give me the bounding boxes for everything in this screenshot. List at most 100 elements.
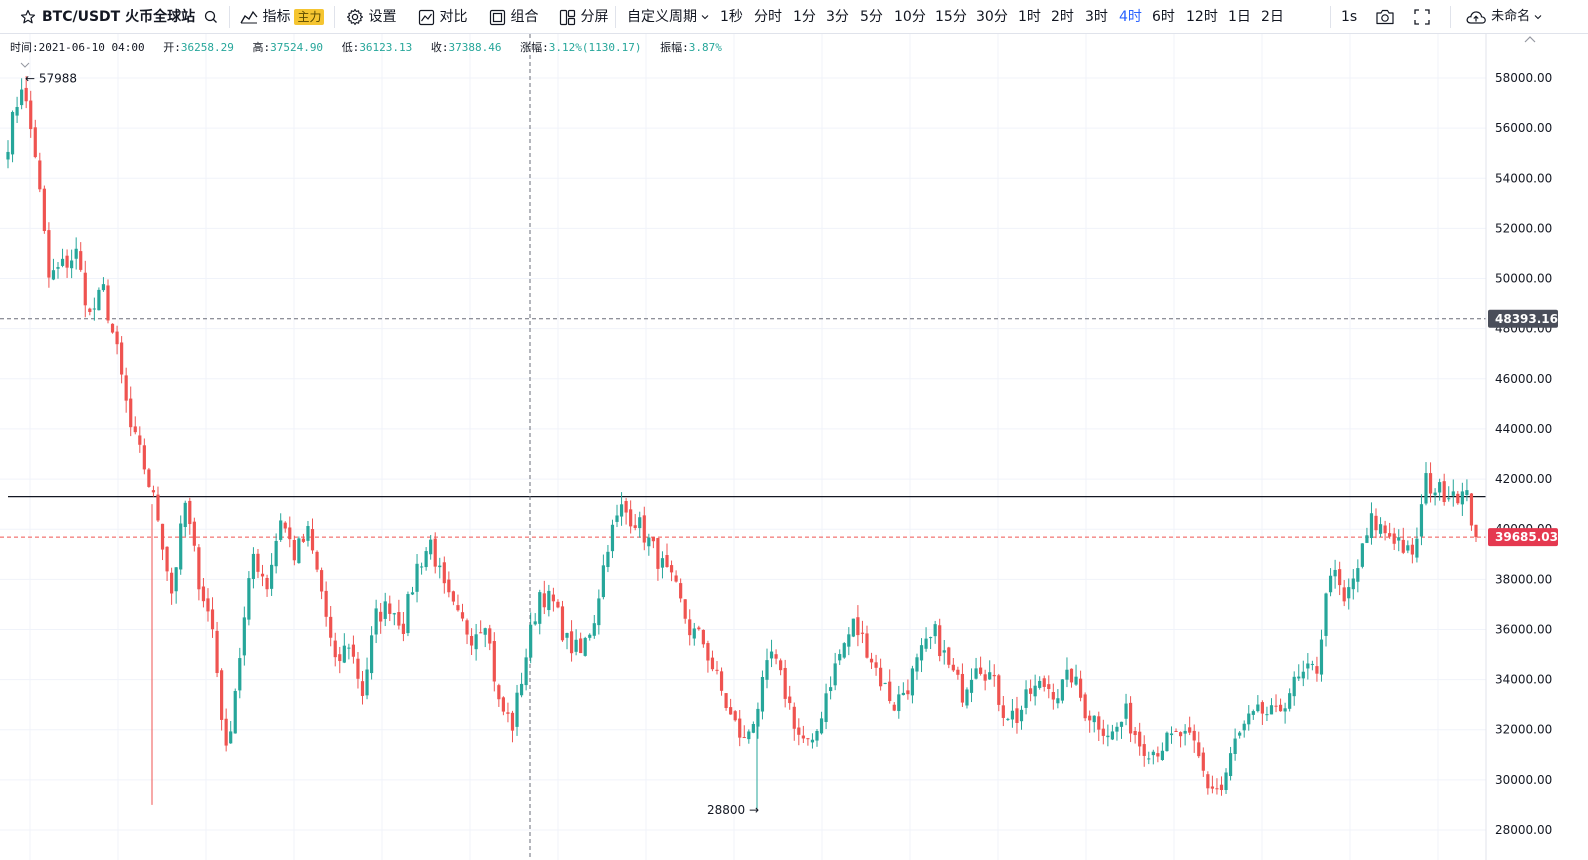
symbol-name[interactable]: BTC/USDT 火币全球站	[42, 9, 196, 25]
fullscreen-button[interactable]	[1413, 0, 1431, 34]
interval-button-5分[interactable]: 5分	[860, 9, 883, 25]
candle-body	[342, 645, 346, 663]
candle-body	[1174, 730, 1178, 732]
candle-body	[183, 502, 187, 528]
candle-body	[460, 612, 465, 619]
candle-body	[874, 662, 878, 668]
candle-body	[1278, 704, 1283, 712]
interval-button-1日[interactable]: 1日	[1228, 9, 1251, 25]
interval-button-4时[interactable]: 4时	[1119, 9, 1142, 25]
candle-body	[465, 620, 469, 635]
candle-body	[60, 258, 65, 266]
candle-body	[492, 641, 496, 682]
candle-body	[1469, 493, 1474, 526]
interval-button-3分[interactable]: 3分	[826, 9, 849, 25]
interval-button-1时[interactable]: 1时	[1018, 9, 1041, 25]
symbol-search-button[interactable]	[203, 0, 219, 34]
interval-button-1分[interactable]: 1分	[793, 9, 816, 25]
candle-body	[683, 599, 687, 619]
interval-button-3时[interactable]: 3时	[1085, 9, 1108, 25]
candle-body	[29, 100, 33, 130]
interval-button-分时[interactable]: 分时	[754, 9, 782, 25]
candle-body	[729, 707, 733, 715]
candle-body	[615, 515, 619, 522]
axis-collapse-button[interactable]	[1524, 36, 1536, 43]
candle-body	[956, 669, 960, 675]
candle-body	[56, 267, 60, 269]
save-layout-button[interactable]: 未命名	[1465, 0, 1542, 34]
candle-body	[333, 640, 337, 658]
favorite-star-button[interactable]	[20, 0, 36, 34]
interval-button-6时[interactable]: 6时	[1152, 9, 1175, 25]
candle-body	[1210, 786, 1214, 789]
indicators-label: 指标	[262, 9, 291, 25]
candle-body	[433, 538, 437, 567]
candle-body	[774, 654, 778, 659]
candle-body	[1378, 524, 1383, 534]
candle-body	[565, 632, 569, 638]
split-screen-button[interactable]: 分屏	[559, 0, 608, 34]
candle-body	[365, 669, 369, 696]
candle-body	[1447, 498, 1451, 500]
candle-body	[147, 469, 151, 487]
candle-body	[569, 631, 574, 654]
candle-body	[679, 583, 683, 599]
close-label: 收:	[430, 41, 449, 54]
interval-button-10分[interactable]: 10分	[894, 9, 926, 25]
candle-body	[542, 593, 546, 608]
indicators-button[interactable]: 指标 主力	[240, 0, 325, 34]
candle-body	[883, 682, 887, 684]
candle-body	[220, 670, 224, 720]
y-tick-label: 32000.00	[1495, 723, 1552, 737]
candle-body	[1056, 698, 1060, 704]
candle-body	[292, 539, 296, 561]
settings-button[interactable]: 设置	[346, 0, 396, 34]
candle-body	[1060, 679, 1065, 701]
candle-body	[456, 605, 460, 611]
candle-body	[519, 683, 524, 696]
candle-body	[1238, 732, 1242, 736]
candle-body	[1288, 693, 1292, 709]
candle-body	[1410, 544, 1414, 555]
time-value: 2021-06-10 04:00	[38, 41, 145, 54]
change-value: 3.12%(1130.17)	[548, 41, 642, 54]
candle-body	[560, 606, 565, 641]
candle-body	[1051, 692, 1055, 700]
combine-button[interactable]: 组合	[489, 0, 538, 34]
candle-body	[1438, 482, 1442, 493]
chevron-down-icon	[702, 15, 709, 20]
interval-button-2日[interactable]: 2日	[1261, 9, 1284, 25]
candle-body	[919, 645, 924, 661]
interval-button-2时[interactable]: 2时	[1051, 9, 1074, 25]
candle-body	[265, 577, 269, 590]
candle-body	[1101, 728, 1105, 736]
candle-body	[15, 106, 19, 116]
candle-body	[256, 553, 260, 572]
candle-body	[438, 565, 442, 568]
candle-body	[188, 500, 192, 525]
price-axis[interactable]: 28000.00 30000.00 32000.00 34000.00 36000.00…	[1485, 34, 1552, 860]
interval-button-1秒[interactable]: 1秒	[720, 9, 743, 25]
screenshot-button[interactable]	[1375, 0, 1395, 34]
candle-body	[1010, 710, 1015, 720]
candle-body	[201, 586, 206, 602]
y-tick-label: 54000.00	[1495, 171, 1552, 185]
custom-period-dropdown[interactable]: 自定义周期	[627, 0, 709, 34]
interval-button-15分[interactable]: 15分	[935, 9, 967, 25]
main-force-badge[interactable]: 主力	[294, 9, 325, 25]
candle-body	[1338, 569, 1342, 586]
interval-button-30分[interactable]: 30分	[976, 9, 1008, 25]
replay-speed-button[interactable]: 1s	[1341, 9, 1358, 25]
candle-body	[110, 323, 115, 333]
interval-button-12时[interactable]: 12时	[1186, 9, 1218, 25]
price-chart[interactable]: 28000.00 30000.00 32000.00 34000.00 36000.00…	[0, 34, 1588, 860]
compare-button[interactable]: 对比	[418, 0, 467, 34]
last-price-tag-bg	[1488, 528, 1558, 547]
candle-body	[806, 738, 810, 740]
y-tick-label: 42000.00	[1495, 472, 1552, 486]
candle-body	[801, 735, 805, 739]
candle-body	[1088, 715, 1092, 721]
candle-body	[1042, 678, 1046, 687]
candle-body	[965, 689, 969, 706]
fullscreen-icon	[1414, 9, 1430, 25]
